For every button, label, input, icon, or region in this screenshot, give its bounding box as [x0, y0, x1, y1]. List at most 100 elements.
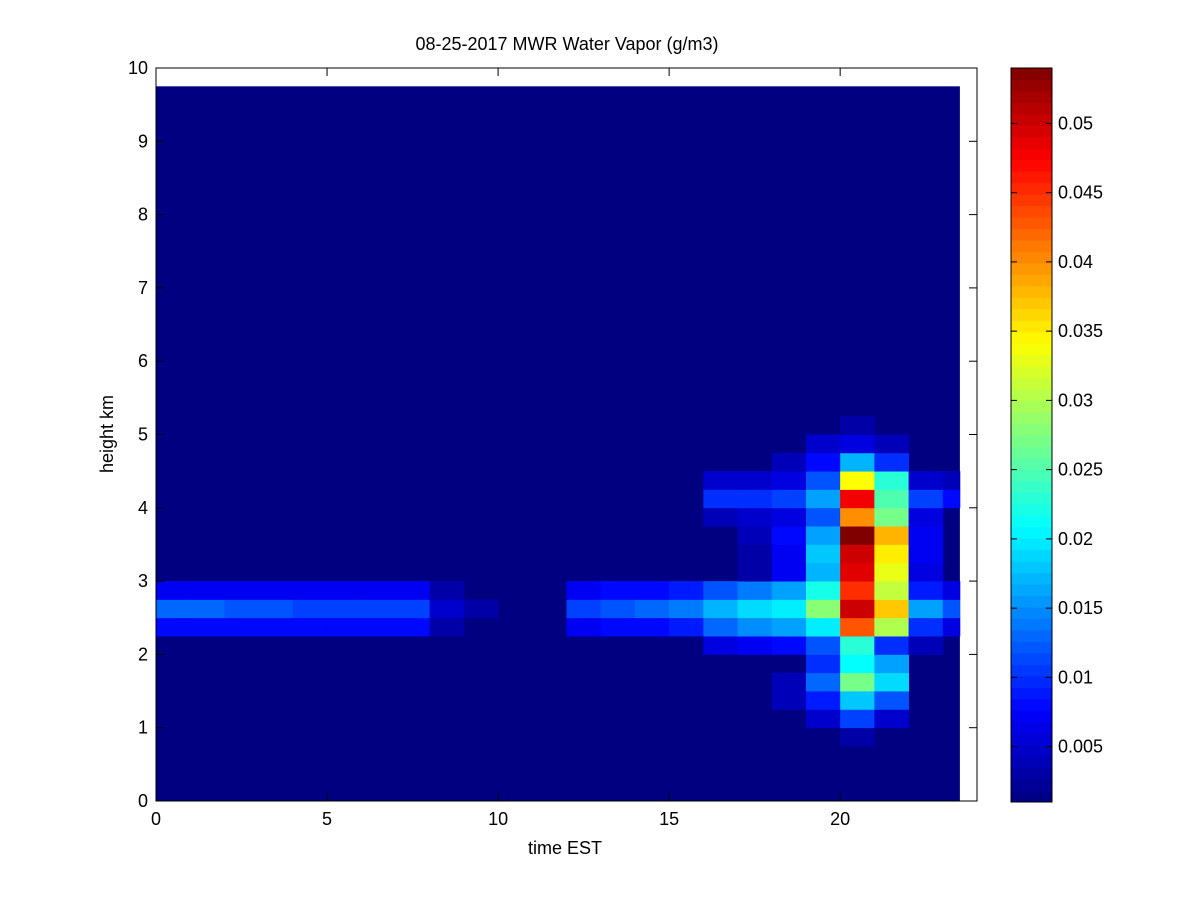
heatmap-cell: [703, 599, 738, 619]
heatmap-cell: [840, 709, 875, 729]
heatmap-cell: [258, 581, 294, 600]
colorbar-swatch: [1011, 664, 1052, 677]
heatmap-cell: [361, 581, 396, 600]
colorbar-swatch: [1011, 90, 1052, 103]
heatmap-cell: [737, 507, 773, 527]
colorbar-swatch: [1011, 687, 1052, 700]
heatmap-cell: [703, 581, 738, 600]
heatmap-cell: [840, 654, 875, 674]
heatmap-cell: [874, 544, 909, 564]
heatmap-cell: [737, 526, 773, 545]
colorbar-swatch: [1011, 572, 1052, 585]
colorbar-swatch: [1011, 492, 1052, 505]
heatmap-cell: [908, 636, 944, 655]
heatmap-cell: [669, 581, 704, 600]
heatmap-cell: [942, 489, 961, 509]
colorbar-swatch: [1011, 320, 1052, 333]
heatmap-cell: [258, 599, 294, 619]
heatmap-cell: [292, 599, 328, 619]
x-tick-label: 15: [659, 809, 679, 829]
heatmap-cell: [874, 654, 909, 674]
colorbar-swatch: [1011, 343, 1052, 356]
heatmap-cell: [874, 471, 909, 490]
heatmap-cell: [771, 599, 807, 619]
colorbar-swatch: [1011, 721, 1052, 734]
heatmap-cell: [395, 599, 431, 619]
heatmap-cell: [805, 452, 841, 472]
heatmap-cell: [840, 489, 875, 509]
colorbar-swatch: [1011, 412, 1052, 425]
heatmap-cell: [224, 617, 260, 637]
colorbar-swatch: [1011, 675, 1052, 688]
heatmap-cell: [908, 471, 944, 490]
colorbar-swatch: [1011, 641, 1052, 654]
y-tick-label: 10: [128, 58, 148, 78]
heatmap-cell: [771, 471, 807, 490]
colorbar-tick-label: 0.045: [1058, 183, 1103, 203]
heatmap-cell: [224, 581, 260, 600]
heatmap-cell: [429, 617, 465, 637]
colorbar-swatch: [1011, 354, 1052, 367]
heatmap-cell: [361, 617, 396, 637]
chart-title: 08-25-2017 MWR Water Vapor (g/m3): [415, 34, 718, 54]
heatmap-cell: [874, 452, 909, 472]
colorbar-swatch: [1011, 102, 1052, 115]
y-tick-label: 6: [138, 351, 148, 371]
heatmap-cell: [737, 636, 773, 655]
heatmap-cell: [874, 599, 909, 619]
colorbar-swatch: [1011, 549, 1052, 562]
heatmap-cell: [737, 544, 773, 564]
colorbar-swatch: [1011, 779, 1052, 792]
heatmap-cell: [156, 581, 191, 600]
x-tick-label: 10: [488, 809, 508, 829]
heatmap-cell: [840, 452, 875, 472]
colorbar-swatch: [1011, 515, 1052, 528]
heatmap-cell: [942, 599, 961, 619]
heatmap-cell: [224, 599, 260, 619]
colorbar-gradient: [1011, 68, 1052, 803]
heatmap-cell: [566, 581, 602, 600]
heatmap-cell: [908, 581, 944, 600]
colorbar-tick-label: 0.04: [1058, 252, 1093, 272]
heatmap-cell: [327, 581, 362, 600]
colorbar-swatch: [1011, 377, 1052, 390]
colorbar-swatch: [1011, 297, 1052, 310]
heatmap-cell: [874, 562, 909, 582]
heatmap-cell: [771, 544, 807, 564]
heatmap-cell: [737, 562, 773, 582]
heatmap-cell: [942, 581, 961, 600]
x-tick-label: 20: [830, 809, 850, 829]
colorbar-swatch: [1011, 285, 1052, 298]
heatmap-cell: [327, 599, 362, 619]
heatmap-cell: [840, 672, 875, 692]
heatmap-cell: [805, 489, 841, 509]
heatmap-cell: [737, 599, 773, 619]
colorbar-swatch: [1011, 182, 1052, 195]
heatmap-cell: [771, 526, 807, 545]
colorbar-swatch: [1011, 446, 1052, 459]
y-axis-label: height km: [97, 395, 117, 473]
heatmap-cell: [258, 617, 294, 637]
heatmap-cell: [805, 581, 841, 600]
colorbar-swatch: [1011, 629, 1052, 642]
colorbar-tick-label: 0.025: [1058, 460, 1103, 480]
colorbar-swatch: [1011, 274, 1052, 287]
heatmap-cell: [805, 471, 841, 490]
colorbar-swatch: [1011, 480, 1052, 493]
colorbar-swatch: [1011, 366, 1052, 379]
colorbar-swatch: [1011, 125, 1052, 138]
y-tick-label: 9: [138, 131, 148, 151]
colorbar-swatch: [1011, 68, 1052, 80]
heatmap-cell: [840, 691, 875, 710]
heatmap-cell: [771, 636, 807, 655]
y-tick-label: 3: [138, 571, 148, 591]
heatmap-cell: [771, 489, 807, 509]
heatmap-cell: [429, 599, 465, 619]
colorbar-tick-label: 0.01: [1058, 667, 1093, 687]
heatmap-cell: [292, 617, 328, 637]
heatmap-cell: [737, 581, 773, 600]
colorbar-swatch: [1011, 584, 1052, 597]
colorbar-swatch: [1011, 561, 1052, 574]
heatmap-cell: [840, 727, 875, 747]
heatmap-cell: [840, 526, 875, 545]
